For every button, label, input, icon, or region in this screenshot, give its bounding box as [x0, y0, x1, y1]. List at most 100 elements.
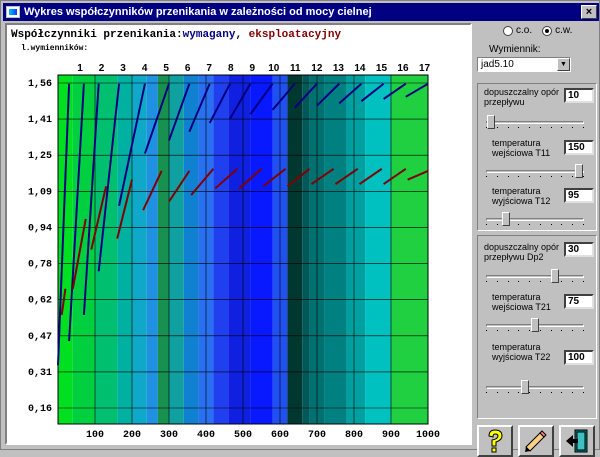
title-bar[interactable]: Wykres współczynników przenikania w zale…	[3, 3, 599, 21]
radio-co-label: c.o.	[516, 25, 533, 36]
exchanger-select[interactable]: jad5.10 ▼	[477, 57, 571, 72]
t21-input[interactable]: 75	[564, 294, 594, 309]
chart-band	[391, 75, 428, 424]
dp1-slider-track[interactable]	[486, 121, 584, 124]
t22-slider[interactable]	[486, 380, 584, 394]
t11-input[interactable]: 150	[564, 140, 594, 155]
dp2-slider-thumb[interactable]	[550, 269, 559, 283]
t22-slider-thumb[interactable]	[521, 380, 530, 394]
top-tick-label: 4	[142, 63, 148, 74]
chevron-down-icon[interactable]: ▼	[557, 58, 570, 71]
t12-slider-track[interactable]	[486, 218, 584, 221]
plot-frame	[57, 74, 429, 425]
y-tick-label: 0,78	[28, 260, 52, 271]
t11-slider-track[interactable]	[486, 170, 584, 173]
t11-slider[interactable]	[486, 164, 584, 178]
exchanger-count-label: l.wymienników:	[21, 44, 88, 53]
series-line-eksploatacyjny	[60, 288, 67, 316]
dp1-slider-thumb[interactable]	[486, 115, 495, 129]
chart-band	[157, 75, 169, 424]
top-tick-label: 8	[228, 63, 234, 74]
app-icon	[6, 6, 20, 18]
dp1-input[interactable]: 10	[564, 88, 594, 103]
primary-side-group: dopuszczalny opór przepływu 10 temperatu…	[477, 83, 597, 231]
t11-slider-ticks	[486, 176, 584, 178]
dp1-label-1: dopuszczalny opór	[484, 87, 560, 97]
top-tick-label: 17	[419, 63, 431, 74]
mode-radio-group: c.o. c.w.	[503, 25, 572, 36]
t22-slider-track[interactable]	[486, 386, 584, 389]
window-title: Wykres współczynników przenikania w zale…	[24, 6, 372, 18]
series-line-wymagany	[188, 83, 211, 133]
chart-band	[95, 75, 118, 424]
t12-input[interactable]: 95	[564, 188, 594, 203]
series-line-wymagany	[168, 83, 191, 141]
top-tick-label: 2	[99, 63, 105, 74]
x-tick-label: 900	[382, 430, 400, 441]
exchanger-select-value: jad5.10	[481, 59, 514, 70]
y-tick-label: 0,47	[28, 332, 52, 343]
chart-band	[183, 75, 199, 424]
x-tick-label: 100	[86, 430, 104, 441]
legend-separator: ,	[235, 29, 248, 41]
secondary-side-group: dopuszczalny opór przepływu Dp2 30 tempe…	[477, 235, 597, 419]
t21-slider-thumb[interactable]	[531, 318, 539, 332]
series-line-eksploatacyjny	[238, 168, 263, 190]
radio-co-dot[interactable]	[503, 25, 513, 36]
dp2-slider[interactable]	[486, 269, 584, 283]
top-tick-label: 14	[354, 63, 366, 74]
chart-band	[146, 75, 158, 424]
dp1-slider[interactable]	[486, 115, 584, 129]
x-tick-label: 700	[308, 430, 326, 441]
top-tick-label: 7	[206, 63, 212, 74]
chart-band	[72, 75, 95, 424]
y-tick-label: 0,62	[28, 296, 52, 307]
x-tick-label: 500	[234, 430, 252, 441]
chart: 1,561,411,251,090,940,780,620,470,310,16…	[11, 29, 440, 441]
y-tick-label: 1,41	[28, 115, 52, 126]
t12-slider-thumb[interactable]	[501, 212, 510, 226]
exit-door-icon	[566, 429, 588, 453]
series-line-wymagany	[208, 83, 231, 124]
top-tick-label: 13	[333, 63, 345, 74]
t21-label-1: temperatura	[492, 292, 541, 302]
t22-label-2: wyjściowa T22	[492, 352, 551, 362]
series-line-wymagany	[144, 83, 170, 154]
y-tick-label: 0,16	[28, 404, 52, 415]
series-line-eksploatacyjny	[286, 168, 311, 188]
dp2-label-1: dopuszczalny opór	[484, 242, 560, 252]
t11-slider-thumb[interactable]	[575, 164, 584, 178]
t21-slider-ticks	[486, 330, 584, 332]
close-button[interactable]: ×	[581, 5, 597, 19]
series-line-wymagany	[294, 83, 318, 109]
edit-button[interactable]	[518, 425, 554, 457]
series-line-wymagany	[271, 83, 296, 111]
top-tick-label: 10	[268, 63, 280, 74]
series-line-wymagany	[316, 83, 340, 107]
dp2-label-2: przepływu Dp2	[484, 252, 544, 262]
t12-label-2: wyjściowa T12	[492, 196, 551, 206]
control-panel: c.o. c.w. Wymiennik: jad5.10 ▼ dopuszcza…	[475, 23, 597, 457]
chart-band	[346, 75, 366, 424]
t12-slider[interactable]	[486, 212, 584, 226]
dp2-slider-track[interactable]	[486, 275, 584, 278]
x-tick-label: 600	[271, 430, 289, 441]
series-line-wymagany	[405, 82, 429, 98]
chart-band	[250, 75, 273, 424]
t11-label-2: wejściowa T11	[492, 148, 551, 158]
help-button[interactable]	[477, 425, 513, 457]
radio-cw-dot[interactable]	[542, 25, 553, 36]
t21-slider[interactable]	[486, 318, 584, 332]
exit-button[interactable]	[559, 425, 595, 457]
chart-panel: 1,56 1,41 1,25 1,09 0,94 0,78 0,62 0,47 0,31 0,16…	[5, 23, 472, 445]
chart-title: Współczynniki przenikania:wymagany, eksp…	[11, 29, 341, 41]
chart-band	[132, 75, 147, 424]
radio-co[interactable]: c.o.	[503, 25, 532, 36]
chart-title-prefix: Współczynniki przenikania:	[11, 29, 183, 41]
series-line-eksploatacyjny	[214, 168, 239, 190]
radio-cw[interactable]: c.w.	[542, 25, 572, 36]
chart-band	[287, 75, 303, 424]
dp2-input[interactable]: 30	[564, 242, 594, 257]
t22-input[interactable]: 100	[564, 350, 594, 365]
